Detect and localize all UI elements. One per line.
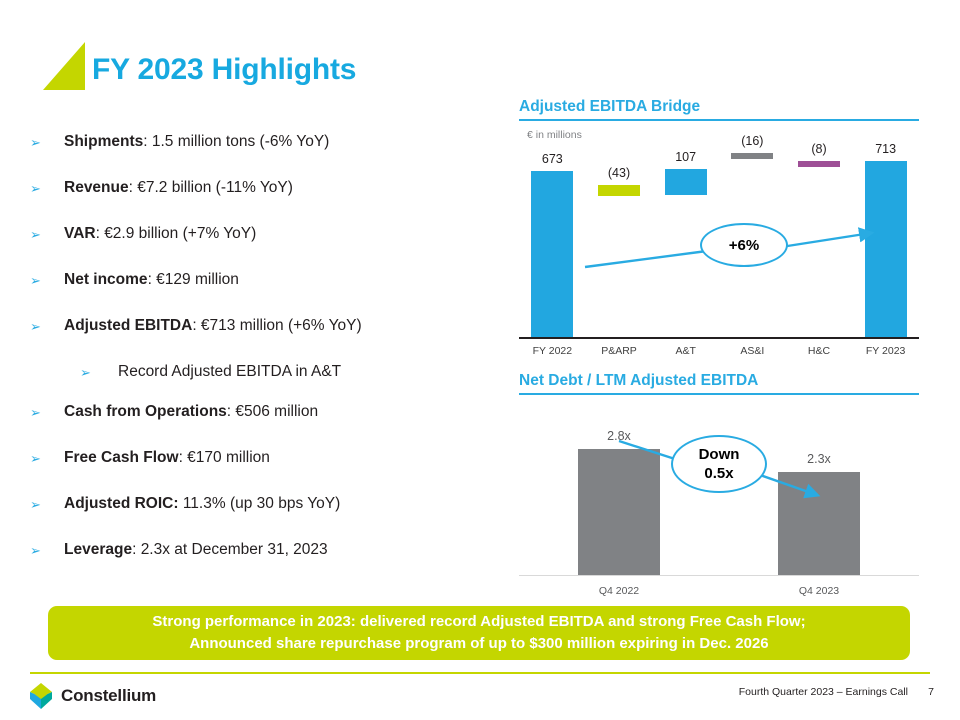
- bar-value-label: 673: [541, 151, 563, 166]
- net-debt-panel: Net Debt / LTM Adjusted EBITDA Down 0.5x…: [519, 372, 919, 603]
- netdebt-change-badge: Down 0.5x: [671, 435, 767, 493]
- banner-line-1: Strong performance in 2023: delivered re…: [152, 613, 806, 630]
- list-item-label: Adjusted EBITDA: €713 million (+6% YoY): [64, 317, 362, 334]
- page-title: FY 2023 Highlights: [92, 53, 357, 86]
- list-item: ➢ Free Cash Flow: €170 million: [30, 448, 490, 494]
- netdebt-chart-plot: Down 0.5x 2.8x Q4 2022 2.3x Q4 2023: [519, 403, 919, 603]
- list-item-label: Revenue: €7.2 billion (-11% YoY): [64, 179, 293, 196]
- x-axis-tick-label: Q4 2022: [598, 585, 640, 597]
- bullet-arrow-icon: ➢: [30, 451, 41, 466]
- x-axis-tick-label: FY 2022: [532, 345, 573, 357]
- list-item-label: Leverage: 2.3x at December 31, 2023: [64, 541, 328, 558]
- bullet-arrow-icon: ➢: [30, 405, 41, 420]
- list-item-label: Free Cash Flow: €170 million: [64, 449, 270, 466]
- bullet-arrow-icon: ➢: [30, 273, 41, 288]
- list-item-label: Cash from Operations: €506 million: [64, 403, 319, 420]
- highlights-list: ➢ Shipments: 1.5 million tons (-6% YoY) ➢ R…: [30, 132, 490, 586]
- list-item: ➢ VAR: €2.9 billion (+7% YoY): [30, 224, 490, 270]
- list-item-label: VAR: €2.9 billion (+7% YoY): [64, 225, 257, 242]
- list-item-term: Free Cash Flow: [64, 449, 179, 466]
- netdebt-title-rule: [519, 393, 919, 395]
- bar-value-label: (8): [811, 142, 827, 156]
- x-axis-tick-label: Q4 2023: [798, 585, 840, 597]
- list-item-term: Adjusted ROIC:: [64, 495, 179, 512]
- bar-q4-2022: [578, 449, 660, 575]
- bridge-unit-note: € in millions: [527, 129, 582, 141]
- bridge-axis-line: [519, 337, 919, 339]
- list-item: ➢ Leverage: 2.3x at December 31, 2023: [30, 540, 490, 586]
- bullet-arrow-icon: ➢: [30, 497, 41, 512]
- bridge-growth-badge: +6%: [700, 223, 788, 267]
- brand-name: Constellium: [61, 686, 157, 705]
- adjusted-ebitda-bridge-panel: Adjusted EBITDA Bridge € in millions +6%…: [519, 98, 919, 381]
- bar-value-label: 713: [875, 141, 897, 156]
- list-item: ➢ Net income: €129 million: [30, 270, 490, 316]
- bullet-arrow-icon: ➢: [30, 319, 41, 334]
- list-item-label: Record Adjusted EBITDA in A&T: [118, 363, 342, 380]
- bullet-arrow-icon: ➢: [30, 543, 41, 558]
- bridge-growth-connector: [584, 227, 875, 269]
- list-item-term: VAR: [64, 225, 96, 242]
- x-axis-tick-label: FY 2023: [865, 345, 906, 357]
- x-axis-tick-label: A&T: [675, 345, 696, 357]
- bullet-arrow-icon: ➢: [30, 181, 41, 196]
- bar-p-arp: [598, 185, 640, 196]
- x-axis-tick-label: H&C: [807, 345, 831, 357]
- bar-value-label: 2.3x: [807, 451, 831, 466]
- banner-line-2: Announced share repurchase program of up…: [189, 635, 769, 652]
- constellium-diamond-icon: [30, 683, 52, 709]
- list-item-term: Revenue: [64, 179, 129, 196]
- bar-value-label: 107: [675, 150, 697, 164]
- bridge-chart-title: Adjusted EBITDA Bridge: [519, 98, 701, 115]
- list-item-term: Adjusted EBITDA: [64, 317, 193, 334]
- list-item: ➢ Revenue: €7.2 billion (-11% YoY): [30, 178, 490, 224]
- bar-a-t: [664, 169, 707, 196]
- list-item-term: Leverage: [64, 541, 133, 558]
- bar-fy-2022: [531, 170, 574, 337]
- brand-logo: Constellium: [28, 682, 156, 710]
- x-axis-tick-label: P&ARP: [601, 345, 637, 357]
- bar-value-label: 2.8x: [607, 429, 631, 443]
- footer-meta: Fourth Quarter 2023 – Earnings Call: [738, 686, 908, 698]
- x-axis-tick-label: AS&I: [740, 345, 765, 357]
- list-item-label: Shipments: 1.5 million tons (-6% YoY): [64, 133, 330, 150]
- footer-divider: [30, 672, 930, 674]
- page-number: 7: [928, 686, 934, 698]
- title-triangle-icon: [43, 42, 85, 90]
- key-message-banner: Strong performance in 2023: delivered re…: [48, 606, 910, 660]
- list-item: ➢ Adjusted ROIC: 11.3% (up 30 bps YoY): [30, 494, 490, 540]
- list-item-term: Net income: [64, 271, 148, 288]
- bullet-arrow-icon: ➢: [80, 365, 91, 380]
- bar-fy-2023: [864, 160, 907, 337]
- netdebt-change-badge-line2: 0.5x: [704, 465, 734, 482]
- list-item: ➢ Adjusted EBITDA: €713 million (+6% YoY): [30, 316, 490, 362]
- list-item-label: Adjusted ROIC: 11.3% (up 30 bps YoY): [64, 495, 341, 512]
- netdebt-chart-title: Net Debt / LTM Adjusted EBITDA: [519, 372, 759, 389]
- bar-value-label: (43): [607, 166, 631, 180]
- bar-value-label: (16): [741, 134, 764, 148]
- list-item-label: Net income: €129 million: [64, 271, 239, 288]
- bullet-arrow-icon: ➢: [30, 227, 41, 242]
- list-item: ➢ Record Adjusted EBITDA in A&T: [30, 362, 490, 402]
- bar-as-i: [731, 153, 774, 159]
- netdebt-change-badge-line1: Down: [698, 446, 740, 463]
- netdebt-change-connector: [618, 439, 821, 499]
- bullet-arrow-icon: ➢: [30, 135, 41, 150]
- list-item: ➢ Cash from Operations: €506 million: [30, 402, 490, 448]
- bar-h-c: [798, 161, 840, 167]
- list-item: ➢ Shipments: 1.5 million tons (-6% YoY): [30, 132, 490, 178]
- list-item-term: Shipments: [64, 133, 144, 150]
- bridge-chart-plot: € in millions +6% 673 FY 2022 (43) P&ARP 107…: [519, 129, 919, 381]
- netdebt-axis-line: [519, 575, 919, 576]
- list-item-term: Cash from Operations: [64, 403, 227, 420]
- bridge-title-rule: [519, 119, 919, 121]
